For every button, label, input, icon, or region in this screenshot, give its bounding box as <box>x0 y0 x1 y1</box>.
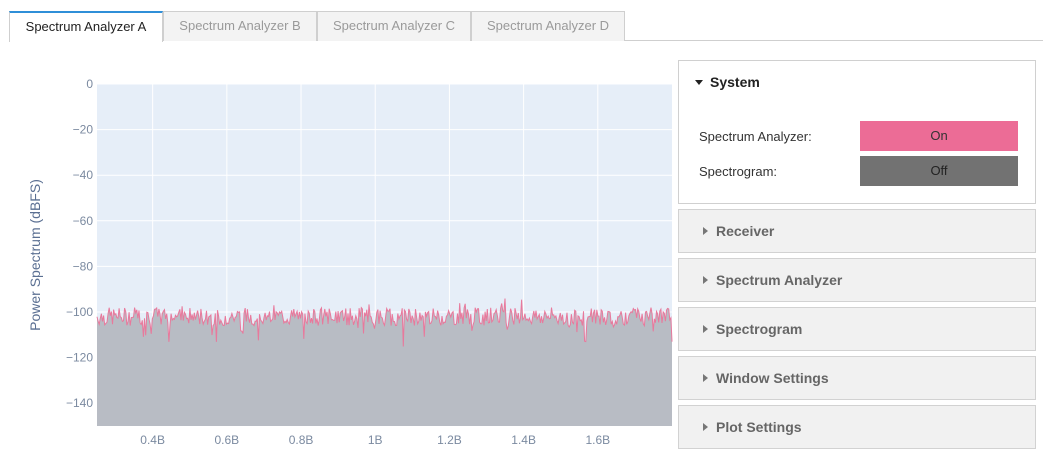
spectrum-trace-line <box>96 298 673 347</box>
spectrum-analyzer-toggle[interactable]: On <box>860 121 1018 151</box>
y-tick-label: −80 <box>73 259 94 273</box>
section-label: Receiver <box>716 223 775 239</box>
caret-right-icon <box>703 374 708 383</box>
caret-right-icon <box>703 325 708 334</box>
section-window-settings[interactable]: Window Settings <box>678 356 1036 400</box>
y-tick-label: −100 <box>66 305 93 319</box>
spectrum-chart[interactable]: 0 −20 −40 −60 −80 −100 −120 −140 0.4B 0.6B 0.8B 1B 1… <box>20 60 680 450</box>
x-tick-label: 0.8B <box>289 433 314 447</box>
spectrogram-toggle[interactable]: Off <box>860 156 1018 186</box>
spectrum-analyzer-label: Spectrum Analyzer: <box>699 129 812 144</box>
section-label: Spectrum Analyzer <box>716 272 843 288</box>
section-label: Plot Settings <box>716 419 802 435</box>
y-tick-label: −140 <box>66 396 93 410</box>
x-tick-label: 0.4B <box>140 433 165 447</box>
tab-spectrum-analyzer-a[interactable]: Spectrum Analyzer A <box>9 11 163 42</box>
caret-right-icon <box>703 227 708 236</box>
x-tick-label: 1.4B <box>511 433 536 447</box>
y-axis-label: Power Spectrum (dBFS) <box>27 179 43 331</box>
y-tick-label: −40 <box>73 168 94 182</box>
y-tick-label: 0 <box>86 77 93 91</box>
x-tick-label: 1B <box>368 433 383 447</box>
caret-down-icon <box>695 79 703 85</box>
y-tick-label: −20 <box>73 123 94 137</box>
x-tick-label: 1.2B <box>437 433 462 447</box>
caret-right-icon <box>703 276 708 285</box>
tab-spectrum-analyzer-c[interactable]: Spectrum Analyzer C <box>317 11 471 41</box>
spectrogram-label: Spectrogram: <box>699 164 778 179</box>
section-label: Window Settings <box>716 370 829 386</box>
section-label: Spectrogram <box>716 321 803 337</box>
y-tick-label: −60 <box>73 214 94 228</box>
system-section: System Spectrum Analyzer: On Spectrogram… <box>678 60 1036 204</box>
section-spectrogram[interactable]: Spectrogram <box>678 307 1036 351</box>
system-section-header[interactable]: System <box>695 74 760 90</box>
caret-right-icon <box>703 423 708 432</box>
section-spectrum-analyzer[interactable]: Spectrum Analyzer <box>678 258 1036 302</box>
settings-panel: System Spectrum Analyzer: On Spectrogram… <box>678 60 1036 449</box>
y-tick-label: −120 <box>66 351 93 365</box>
system-title: System <box>710 74 760 90</box>
spectrum-plot-svg[interactable]: 0 −20 −40 −60 −80 −100 −120 −140 0.4B 0.6B 0.8B 1B 1… <box>20 60 680 450</box>
section-plot-settings[interactable]: Plot Settings <box>678 405 1036 449</box>
section-receiver[interactable]: Receiver <box>678 209 1036 253</box>
x-tick-label: 1.6B <box>585 433 610 447</box>
tab-bar: Spectrum Analyzer A Spectrum Analyzer B … <box>9 11 1043 42</box>
x-tick-label: 0.6B <box>214 433 239 447</box>
tab-spectrum-analyzer-b[interactable]: Spectrum Analyzer B <box>163 11 317 41</box>
tab-spectrum-analyzer-d[interactable]: Spectrum Analyzer D <box>471 11 625 41</box>
spectrum-fill-area <box>97 298 672 426</box>
